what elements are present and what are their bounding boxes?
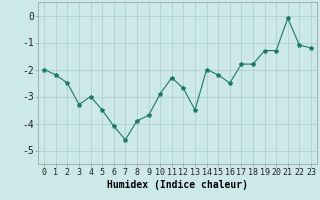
X-axis label: Humidex (Indice chaleur): Humidex (Indice chaleur): [107, 180, 248, 190]
